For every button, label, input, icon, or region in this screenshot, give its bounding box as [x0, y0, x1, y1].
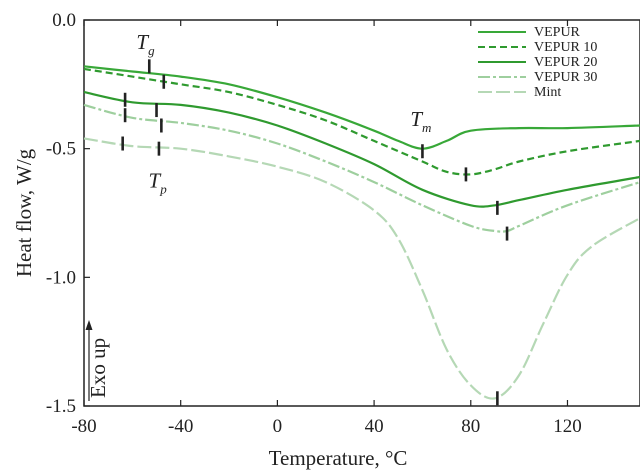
- x-tick-label: -80: [71, 416, 96, 437]
- x-tick-label: 0: [273, 416, 283, 437]
- legend-label: VEPUR 10: [534, 40, 597, 55]
- series-layer: [83, 65, 640, 400]
- legend-label: Mint: [534, 85, 561, 100]
- exo-up-label: Exo up: [86, 338, 110, 398]
- x-ticks: -80 -40 0 40 80 120: [71, 20, 582, 437]
- svg-text:Tg: Tg: [136, 30, 155, 58]
- x-axis-title: Temperature, °C: [269, 446, 408, 470]
- x-tick-label: -40: [168, 416, 193, 437]
- x-tick-label: 120: [553, 416, 582, 437]
- series-line-vepur-20: [83, 91, 640, 208]
- plot-area-frame: [83, 19, 640, 407]
- tp-annotation: Tp: [149, 168, 168, 196]
- series-line-vepur-30: [83, 103, 640, 233]
- x-tick-label: 80: [461, 416, 480, 437]
- x-tick-label: 40: [365, 416, 384, 437]
- series-line-mint: [83, 137, 640, 400]
- y-tick-label: -1.5: [46, 396, 76, 417]
- y-axis-title: Heat flow, W/g: [12, 148, 36, 277]
- series-line-vepur-10: [83, 67, 640, 176]
- y-ticks: 0.0 -0.5 -1.0 -1.5: [46, 10, 90, 417]
- y-tick-label: 0.0: [52, 10, 76, 31]
- legend-label: VEPUR 30: [534, 70, 597, 85]
- svg-text:Tm: Tm: [410, 107, 431, 135]
- y-tick-label: -1.0: [46, 267, 76, 288]
- y-tick-label: -0.5: [46, 139, 76, 160]
- tg-annotation: Tg: [136, 30, 155, 58]
- legend-label: VEPUR 20: [534, 55, 597, 70]
- svg-text:Tp: Tp: [149, 168, 168, 196]
- exo-up-indicator: Exo up: [85, 320, 110, 401]
- tm-annotation: Tm: [410, 107, 431, 135]
- marker-layer: [121, 59, 509, 406]
- series-line-vepur: [83, 65, 640, 150]
- legend-label: VEPUR: [534, 25, 581, 40]
